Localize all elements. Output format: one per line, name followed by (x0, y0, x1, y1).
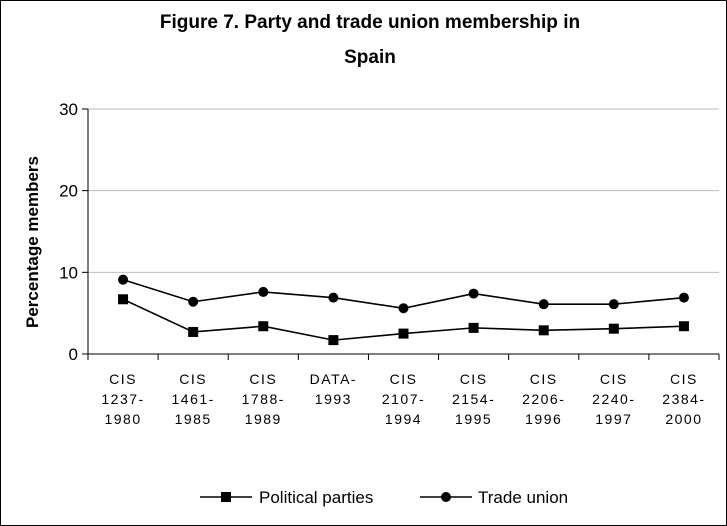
legend-item: Trade union (420, 488, 568, 507)
x-tick-label: 1997 (595, 411, 632, 427)
y-tick-label: 20 (59, 182, 78, 201)
data-point (678, 321, 689, 332)
chart-title-line-1: Figure 7. Party and trade union membersh… (160, 12, 580, 33)
data-point (258, 321, 269, 332)
x-tick-label: 2154- (452, 391, 495, 407)
data-point (538, 325, 549, 336)
data-point (328, 335, 339, 346)
y-axis-ticks: 0 10 20 30 (59, 100, 88, 364)
y-tick-label: 10 (59, 263, 78, 282)
data-point (608, 323, 619, 334)
x-tick-label: CIS (179, 371, 207, 387)
legend-item: Political parties (200, 488, 373, 507)
y-tick-label: 30 (59, 100, 78, 119)
series-trade-union (118, 274, 689, 314)
y-tick-label: 0 (69, 345, 78, 364)
x-tick-label: 2206- (522, 391, 565, 407)
axes (87, 109, 719, 355)
x-tick-label: 1461- (172, 391, 215, 407)
x-axis-ticks: CIS 1237- 1980 CIS 1461- 1985 CIS 1788- 1989 DATA… (87, 354, 720, 427)
x-tick-label: CIS (600, 371, 628, 387)
data-point (258, 286, 269, 297)
data-point (678, 292, 689, 303)
data-point (608, 299, 619, 310)
x-tick-label: 1989 (245, 411, 282, 427)
x-tick-label: CIS (109, 371, 137, 387)
x-tick-label: CIS (530, 371, 558, 387)
x-tick-label: 2240- (592, 391, 635, 407)
data-point (118, 294, 129, 305)
data-point (188, 326, 199, 337)
chart-title: Figure 7. Party and trade union membersh… (160, 12, 580, 68)
x-tick-label: 2384- (662, 391, 705, 407)
legend-label: Political parties (259, 488, 373, 507)
x-tick-label: CIS (670, 371, 698, 387)
data-point (118, 274, 129, 285)
legend-marker (441, 492, 451, 502)
data-point (398, 303, 409, 314)
gridlines (88, 108, 719, 273)
x-tick-label: 1996 (525, 411, 562, 427)
data-point (538, 299, 549, 310)
x-tick-label: 2000 (665, 411, 702, 427)
legend-label: Trade union (478, 488, 568, 507)
y-axis-label: Percentage members (23, 156, 42, 328)
x-tick-label: 1995 (455, 411, 492, 427)
series-political-parties (118, 294, 689, 346)
data-point (328, 292, 339, 303)
x-tick-label: DATA- (310, 371, 357, 387)
legend: Political parties Trade union (200, 488, 568, 507)
data-point (188, 296, 199, 307)
data-point (468, 322, 479, 333)
data-point (468, 288, 479, 299)
series-layer (118, 274, 689, 346)
x-tick-label: CIS (390, 371, 418, 387)
x-tick-label: 1237- (101, 391, 144, 407)
data-point (398, 328, 409, 339)
x-tick-label: 2107- (382, 391, 425, 407)
x-tick-label: 1985 (175, 411, 212, 427)
x-tick-label: CIS (249, 371, 277, 387)
x-tick-label: 1788- (242, 391, 285, 407)
x-tick-label: 1993 (315, 391, 352, 407)
chart-title-line-2: Spain (344, 47, 396, 68)
legend-marker (221, 492, 231, 502)
x-tick-label: CIS (460, 371, 488, 387)
x-tick-label: 1994 (385, 411, 422, 427)
x-tick-label: 1980 (104, 411, 141, 427)
